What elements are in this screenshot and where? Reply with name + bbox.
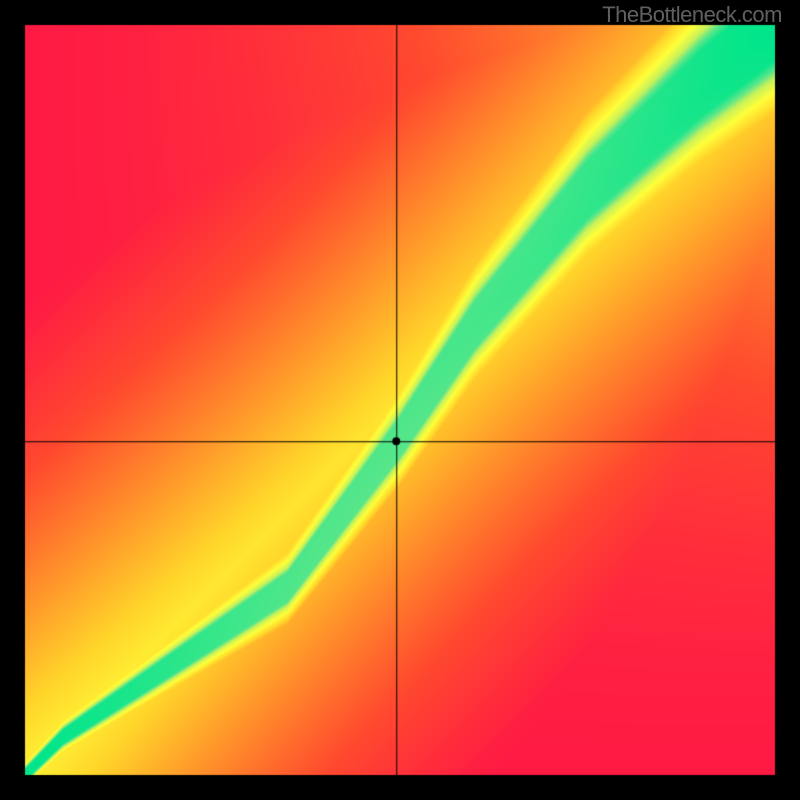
bottleneck-heatmap [0, 0, 800, 800]
watermark-text: TheBottleneck.com [602, 2, 782, 28]
chart-container: TheBottleneck.com [0, 0, 800, 800]
